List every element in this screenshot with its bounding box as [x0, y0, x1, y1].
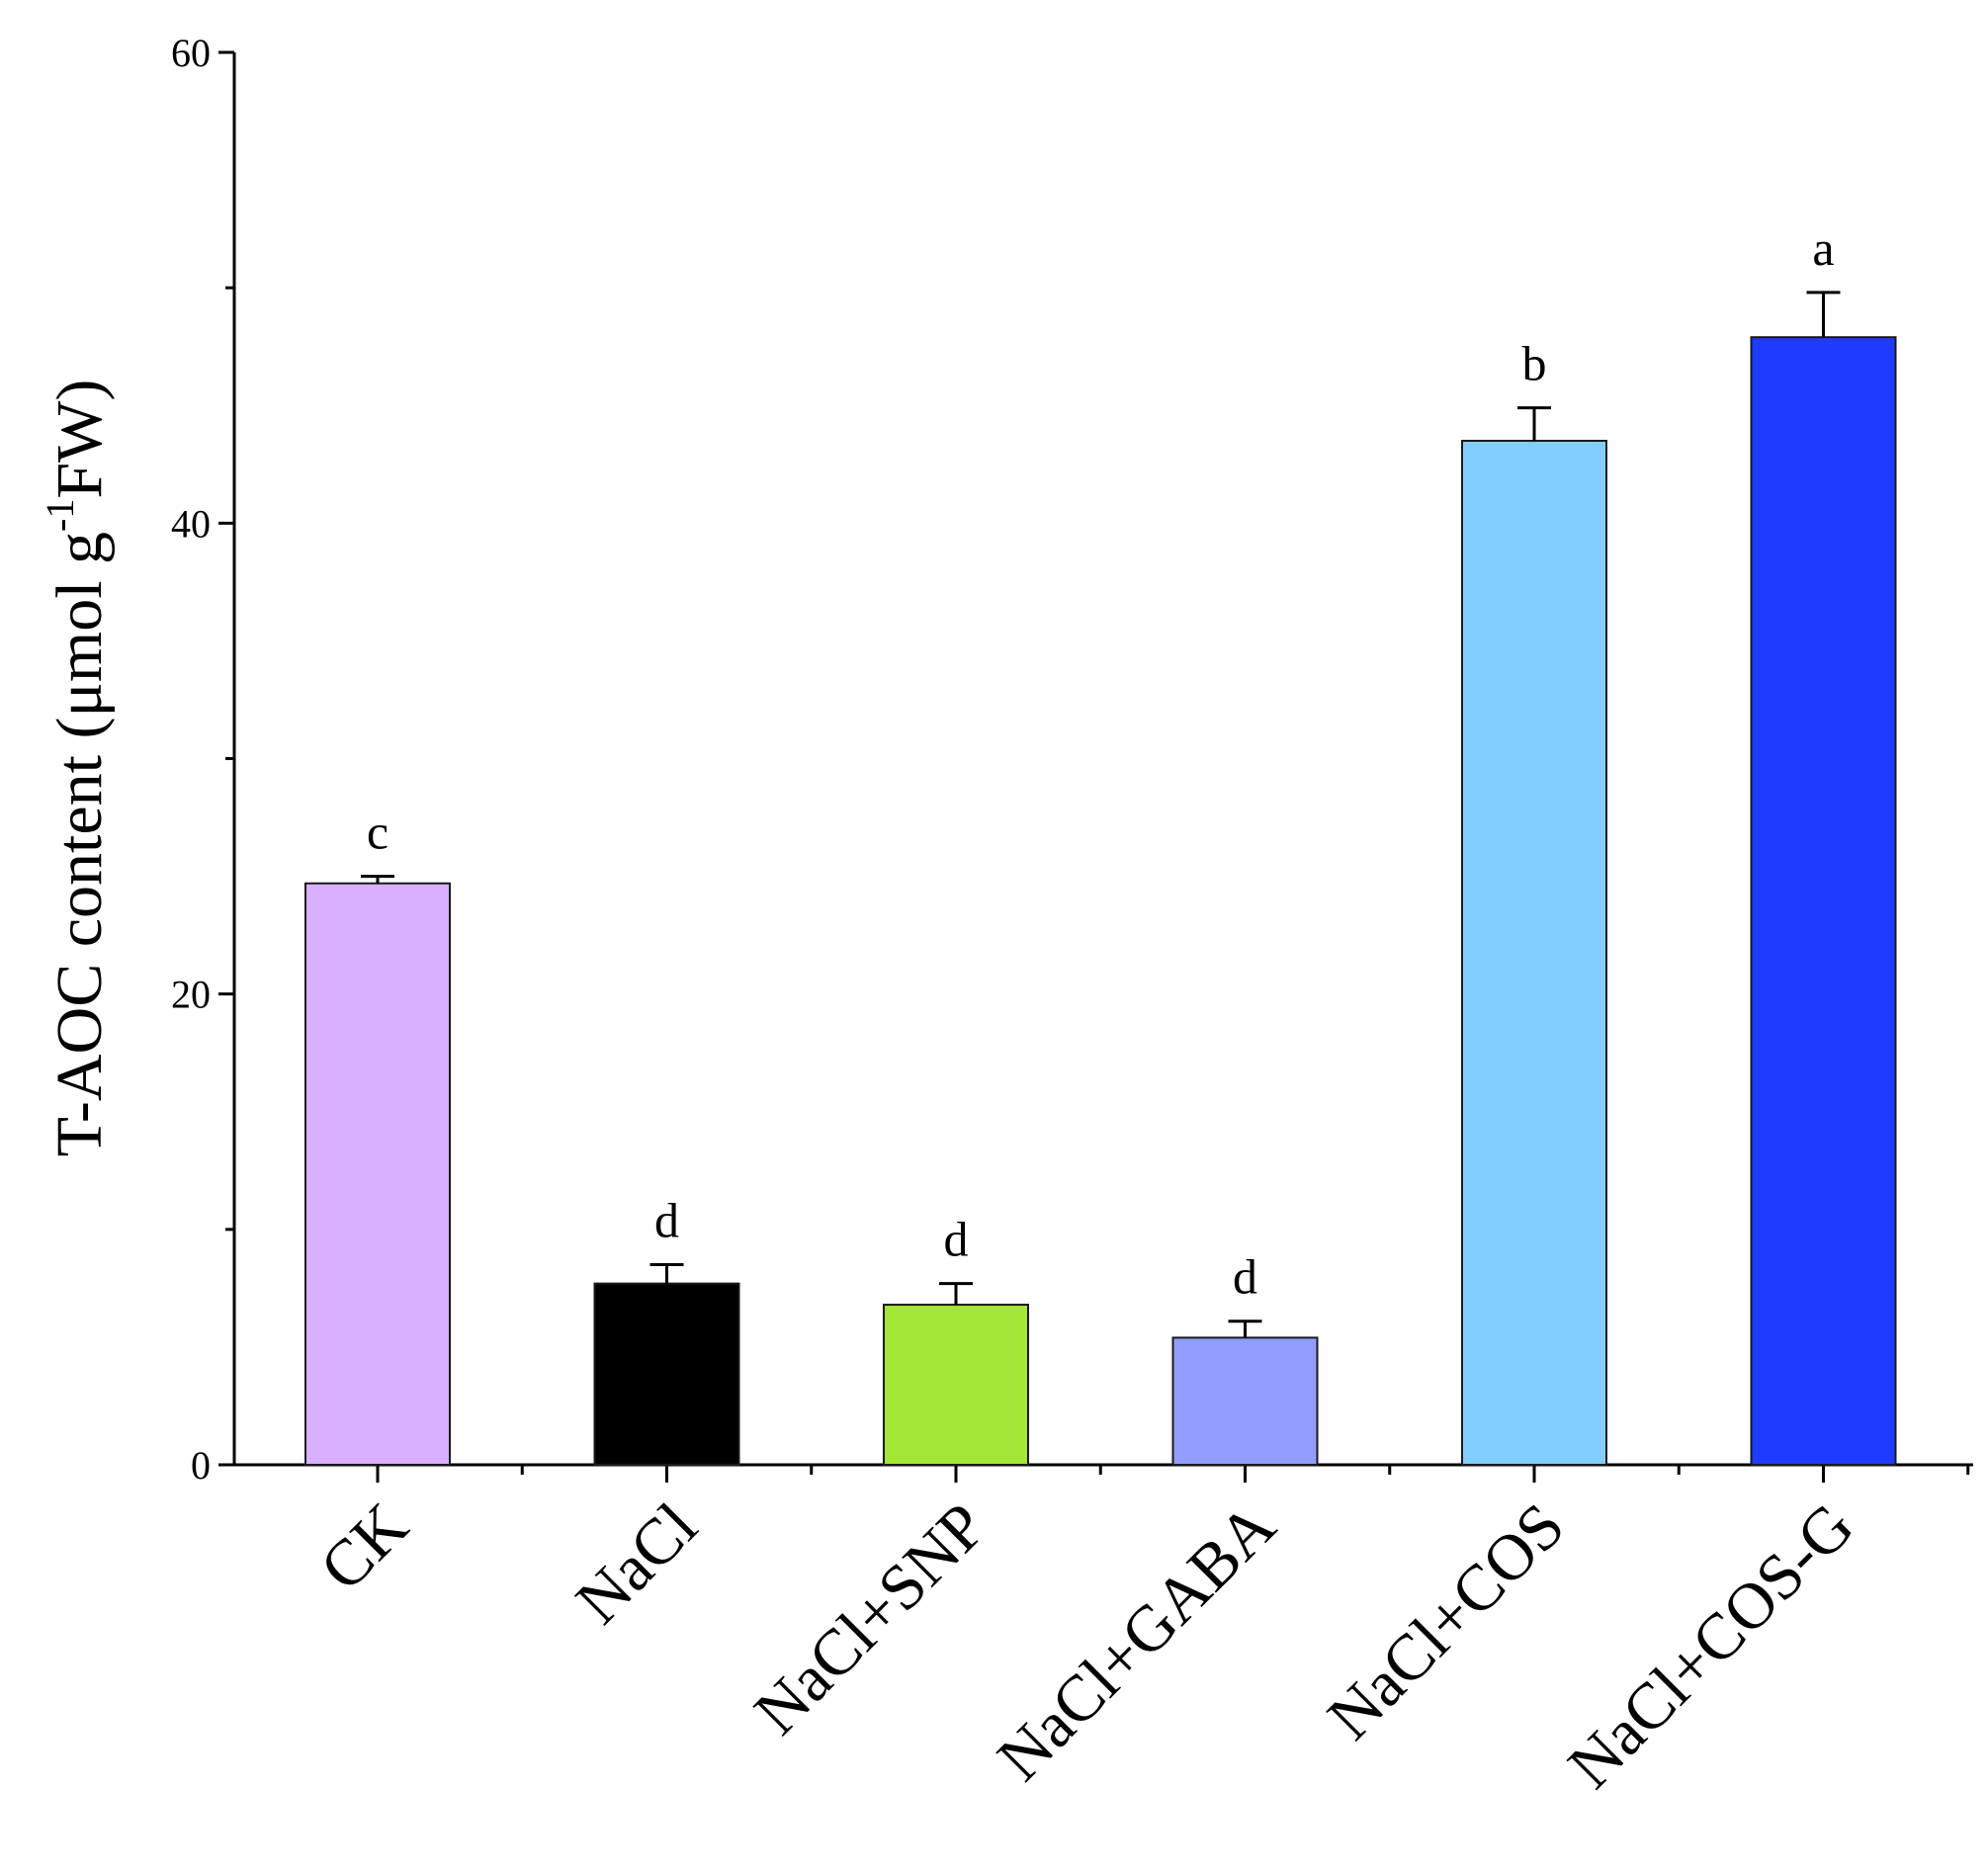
y-tick-label: 60: [171, 31, 211, 75]
y-axis-title-main: T-AOC content (μmol g: [43, 532, 116, 1156]
x-category-label: CK: [306, 1490, 421, 1604]
x-category-label: NaCl+GABA: [984, 1490, 1289, 1795]
y-axis-title-superscript: -1: [38, 499, 82, 532]
bars-group: [304, 291, 1897, 1467]
y-axis-title: T-AOC content (μmol g-1FW): [38, 380, 116, 1157]
axes: [218, 50, 1973, 1483]
y-axis-title-suffix: FW): [43, 380, 116, 499]
bar-nacl-cos-g: [1750, 336, 1897, 1467]
y-tick-label: 0: [191, 1443, 211, 1488]
significance-letter: d: [944, 1212, 969, 1267]
significance-letter: a: [1812, 220, 1834, 276]
significance-letter: d: [1233, 1249, 1257, 1305]
bar-nacl-cos: [1461, 439, 1607, 1467]
significance-letter: b: [1522, 336, 1547, 391]
x-category-label: NaCl+SNP: [741, 1490, 1000, 1748]
bar-nacl-gaba: [1171, 1336, 1319, 1467]
x-category-label: NaCl+COS-G: [1555, 1490, 1867, 1802]
x-category-label: NaCl: [562, 1490, 711, 1638]
x-category-label: NaCl+COS: [1314, 1490, 1578, 1753]
bar-ck: [304, 882, 451, 1466]
y-tick-label: 20: [171, 973, 211, 1017]
y-tick-label: 40: [171, 501, 211, 546]
significance-letter: c: [367, 805, 389, 860]
bar-nacl-snp: [883, 1304, 1029, 1466]
bar-nacl: [593, 1282, 740, 1467]
significance-letter: d: [654, 1193, 679, 1248]
